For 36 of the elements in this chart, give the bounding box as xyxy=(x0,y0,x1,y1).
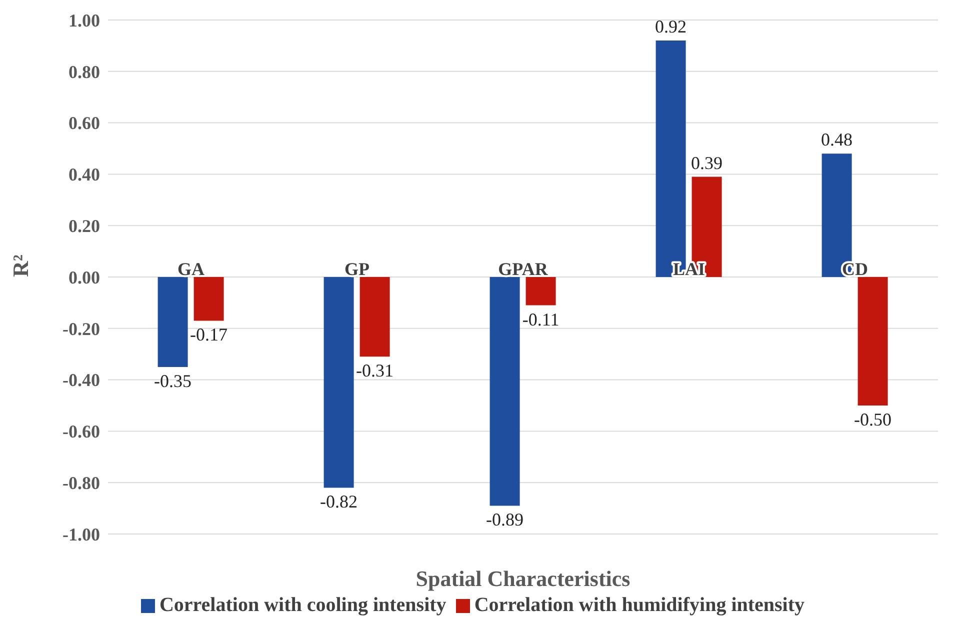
y-axis-title: R² xyxy=(8,254,33,277)
data-label: -0.17 xyxy=(190,324,228,345)
legend-label: Correlation with cooling intensity xyxy=(159,594,446,616)
y-tick-label: 0.40 xyxy=(68,164,100,185)
data-label: -0.11 xyxy=(522,309,560,330)
legend-label: Correlation with humidifying intensity xyxy=(474,594,805,616)
x-tick-label: LAI xyxy=(672,259,706,280)
bar xyxy=(158,277,188,367)
y-tick-label: 0.20 xyxy=(68,216,100,236)
data-label: 0.92 xyxy=(655,16,687,37)
y-tick-label: -0.20 xyxy=(62,318,100,339)
data-label: 0.39 xyxy=(691,152,723,173)
x-tick-label: GA xyxy=(178,259,204,280)
y-tick-label: -1.00 xyxy=(62,524,100,544)
bar xyxy=(360,277,390,357)
bar xyxy=(858,277,888,406)
x-axis-title: Spatial Characteristics xyxy=(416,566,631,591)
bar xyxy=(194,277,224,321)
bar xyxy=(526,277,556,306)
x-tick-label: GPAR xyxy=(498,259,549,280)
y-tick-label: 1.00 xyxy=(68,10,100,30)
x-tick-label: GP xyxy=(344,259,370,280)
data-label: 0.48 xyxy=(821,130,853,150)
data-label: -0.82 xyxy=(320,492,358,512)
y-tick-label: -0.80 xyxy=(62,472,100,493)
y-tick-label: 0.80 xyxy=(68,62,100,82)
data-label: -0.89 xyxy=(486,510,524,530)
y-tick-label: 0.60 xyxy=(68,113,100,134)
y-tick-label: -0.40 xyxy=(62,370,100,390)
bar xyxy=(490,277,520,506)
data-label: -0.31 xyxy=(356,360,394,381)
y-tick-label: 0.00 xyxy=(68,267,100,288)
bar xyxy=(324,277,354,488)
data-label: -0.50 xyxy=(854,410,892,430)
data-label: -0.35 xyxy=(154,370,192,391)
y-tick-label: -0.60 xyxy=(62,422,100,442)
